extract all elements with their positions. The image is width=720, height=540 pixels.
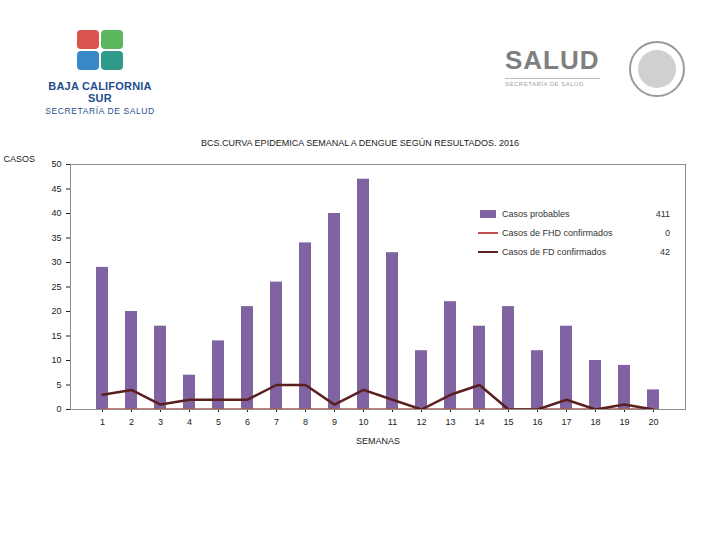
svg-text:2: 2	[129, 417, 134, 427]
svg-text:3: 3	[158, 417, 163, 427]
svg-text:CASOS: CASOS	[4, 154, 36, 164]
svg-text:50: 50	[51, 159, 61, 169]
svg-text:14: 14	[474, 417, 484, 427]
svg-text:10: 10	[51, 355, 61, 365]
svg-text:35: 35	[51, 233, 61, 243]
svg-text:0: 0	[56, 404, 61, 414]
svg-text:8: 8	[303, 417, 308, 427]
svg-text:19: 19	[619, 417, 629, 427]
svg-text:15: 15	[51, 331, 61, 341]
svg-text:25: 25	[51, 282, 61, 292]
svg-text:5: 5	[56, 380, 61, 390]
html-text:411: 411	[655, 208, 670, 219]
svg-text:6: 6	[245, 417, 250, 427]
html-text:SECRETARÍA DE SALUD: SECRETARÍA DE SALUD	[505, 81, 584, 87]
svg-text:20: 20	[648, 417, 658, 427]
html-text:Casos probables: Casos probables	[502, 208, 570, 219]
svg-text:16: 16	[532, 417, 542, 427]
html-text:42: 42	[660, 246, 670, 257]
svg-text:5: 5	[216, 417, 221, 427]
html-text:Casos de FD confirmados: Casos de FD confirmados	[502, 246, 606, 257]
svg-text:SEMANAS: SEMANAS	[356, 436, 400, 446]
svg-text:1: 1	[100, 417, 105, 427]
html-text:Casos de FHD confirmados: Casos de FHD confirmados	[502, 227, 613, 238]
html-text:SECRETARÍA DE SALUD: SECRETARÍA DE SALUD	[45, 106, 155, 116]
svg-text:12: 12	[416, 417, 426, 427]
svg-text:40: 40	[51, 208, 61, 218]
svg-text:7: 7	[274, 417, 279, 427]
html-text:BAJA CALIFORNIA SUR: BAJA CALIFORNIA SUR	[48, 80, 152, 104]
svg-text:15: 15	[503, 417, 513, 427]
svg-text:45: 45	[51, 184, 61, 194]
html-text:BCS.CURVA EPIDEMICA SEMANAL A: BCS.CURVA EPIDEMICA SEMANAL A DENGUE SEG…	[200, 138, 519, 148]
svg-text:20: 20	[51, 306, 61, 316]
svg-text:11: 11	[388, 417, 397, 427]
svg-text:9: 9	[332, 417, 337, 427]
svg-text:10: 10	[358, 417, 368, 427]
html-text:SALUD: SALUD	[505, 45, 600, 75]
svg-text:4: 4	[187, 417, 192, 427]
svg-text:30: 30	[51, 257, 61, 267]
svg-text:13: 13	[445, 417, 455, 427]
svg-text:17: 17	[561, 417, 571, 427]
html-text:0: 0	[665, 227, 670, 238]
svg-text:18: 18	[590, 417, 600, 427]
